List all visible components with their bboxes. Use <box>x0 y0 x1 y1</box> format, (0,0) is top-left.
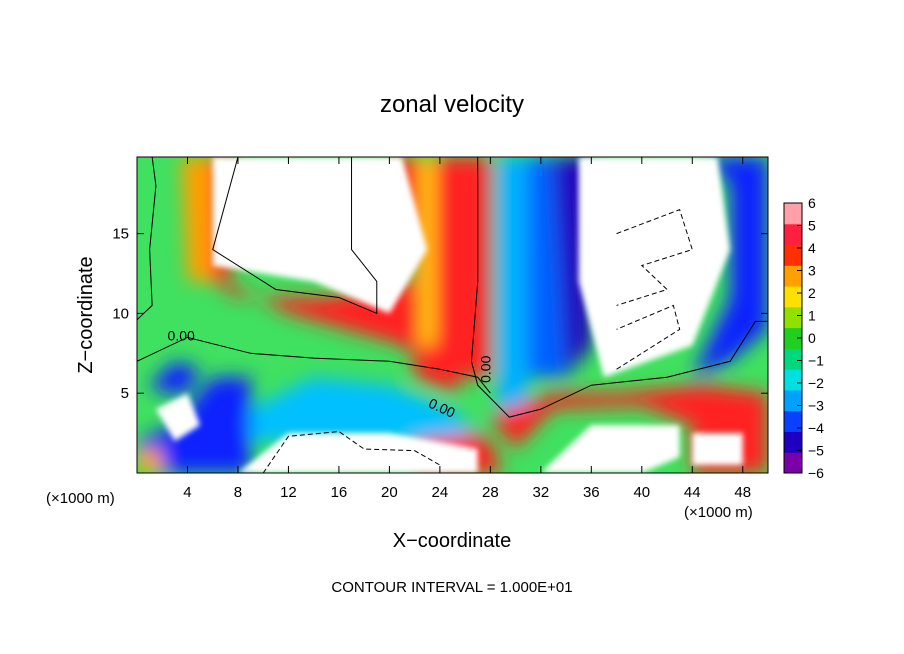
y-tick-label: 15 <box>112 226 129 243</box>
colorbar-tick-label: 2 <box>808 285 816 301</box>
contour-label: 0.00 <box>477 355 493 382</box>
x-tick-label: 4 <box>183 484 191 501</box>
colorbar-swatch <box>784 389 802 412</box>
colorbar-swatch <box>784 410 802 432</box>
x-tick-label: 48 <box>734 484 751 501</box>
saturated-region <box>155 393 201 442</box>
saturated-region <box>237 433 478 473</box>
field-region <box>692 157 768 378</box>
y-tick-label: 5 <box>121 385 129 402</box>
x-tick-label: 24 <box>432 484 449 501</box>
colorbar-swatch <box>784 452 802 474</box>
colorbar-tick-label: 0 <box>808 330 816 346</box>
contour-label: 0.00 <box>168 328 195 344</box>
y-axis: 5 10 15 <box>112 226 768 402</box>
colorbar-tick-label: 1 <box>808 308 816 324</box>
saturated-region <box>212 157 428 314</box>
colorbar: 6 5 4 3 2 1 0 −1 −2 −3 −4 −5 −6 <box>783 195 824 481</box>
zero-contour <box>137 157 157 321</box>
y-tick-label: 10 <box>112 305 129 322</box>
x-tick-label: 36 <box>583 484 600 501</box>
white-region-contour <box>212 157 378 315</box>
saturated-region <box>692 433 743 466</box>
plot-frame <box>136 156 769 474</box>
contour-interval-note: CONTOUR INTERVAL = 1.000E+01 <box>331 579 572 596</box>
colorbar-tick-label: 4 <box>808 240 816 256</box>
colorbar-tick-label: −5 <box>808 443 824 459</box>
colorbar-tick-label: −1 <box>808 353 824 369</box>
field-region <box>137 449 163 473</box>
colorbar-swatch <box>784 327 802 349</box>
x-tick-label: 8 <box>234 484 242 501</box>
x-axis-label: X−coordinate <box>393 530 511 552</box>
x-unit-left: (×1000 m) <box>46 490 115 507</box>
colorbar-swatch <box>784 265 802 287</box>
field-region <box>250 377 478 442</box>
colorbar-swatch <box>784 203 802 225</box>
colorbar-tick-label: −6 <box>808 465 824 481</box>
colorbar-swatch <box>784 223 802 246</box>
colorbar-swatch <box>784 369 802 391</box>
x-tick-label: 32 <box>532 484 549 501</box>
field-region <box>149 361 201 394</box>
field-region <box>420 157 434 346</box>
x-tick-label: 12 <box>280 484 297 501</box>
field-region <box>181 157 213 282</box>
negative-contour <box>616 304 681 370</box>
plot-area: 0.000.000.00 <box>137 157 768 473</box>
colorbar-tick-label: −2 <box>808 375 824 391</box>
x-tick-label: 28 <box>482 484 499 501</box>
colorbar-swatch <box>784 431 802 453</box>
saturated-region <box>578 157 731 378</box>
colorbar-tick-label: 5 <box>808 218 816 234</box>
colorbar-tick-label: 6 <box>808 195 816 211</box>
colorbar-swatch <box>784 348 802 370</box>
x-tick-label: 44 <box>684 484 701 501</box>
colorbar-tick-label: −4 <box>808 420 824 436</box>
x-tick-label: 16 <box>331 484 348 501</box>
colorbar-swatch <box>784 244 802 266</box>
colorbar-swatch <box>784 286 802 308</box>
saturated-region <box>540 425 680 473</box>
chart-title: zonal velocity <box>380 91 524 118</box>
field-region <box>496 157 529 410</box>
colorbar-swatch <box>784 306 802 329</box>
negative-contour <box>616 209 693 306</box>
zero-contour <box>137 336 491 394</box>
zero-contour <box>470 157 768 418</box>
x-tick-label: 40 <box>633 484 650 501</box>
x-unit-right: (×1000 m) <box>684 504 753 521</box>
x-tick-label: 20 <box>381 484 398 501</box>
colorbar-tick-label: −3 <box>808 398 824 414</box>
colorbar-tick-label: 3 <box>808 263 816 279</box>
x-axis: 4 8 12 16 20 24 28 32 36 40 44 48 <box>183 157 751 501</box>
y-axis-label: Z−coordinate <box>75 256 97 373</box>
velocity-field-core <box>155 157 743 473</box>
